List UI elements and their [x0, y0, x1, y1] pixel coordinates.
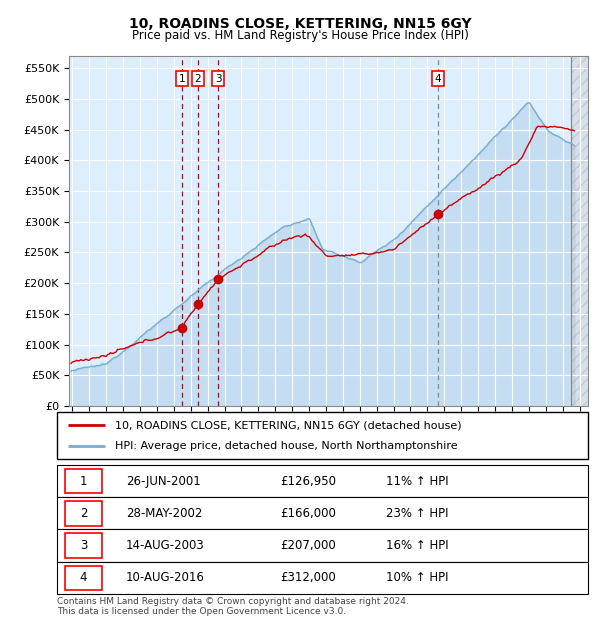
Text: 10, ROADINS CLOSE, KETTERING, NN15 6GY (detached house): 10, ROADINS CLOSE, KETTERING, NN15 6GY (… — [115, 420, 462, 430]
FancyBboxPatch shape — [65, 533, 102, 558]
Text: Contains HM Land Registry data © Crown copyright and database right 2024.
This d: Contains HM Land Registry data © Crown c… — [57, 597, 409, 616]
Text: 28-MAY-2002: 28-MAY-2002 — [126, 507, 202, 520]
Text: £126,950: £126,950 — [280, 475, 336, 487]
Text: 11% ↑ HPI: 11% ↑ HPI — [386, 475, 449, 487]
Text: 3: 3 — [80, 539, 87, 552]
Text: 23% ↑ HPI: 23% ↑ HPI — [386, 507, 449, 520]
Text: 2: 2 — [80, 507, 88, 520]
Text: £207,000: £207,000 — [280, 539, 336, 552]
Bar — [571, 56, 588, 406]
Text: 1: 1 — [179, 74, 185, 84]
Text: 10-AUG-2016: 10-AUG-2016 — [126, 572, 205, 584]
Text: 26-JUN-2001: 26-JUN-2001 — [126, 475, 201, 487]
Text: 14-AUG-2003: 14-AUG-2003 — [126, 539, 205, 552]
Text: £166,000: £166,000 — [280, 507, 336, 520]
FancyBboxPatch shape — [65, 565, 102, 590]
Text: 10, ROADINS CLOSE, KETTERING, NN15 6GY: 10, ROADINS CLOSE, KETTERING, NN15 6GY — [128, 17, 472, 32]
Text: 4: 4 — [80, 572, 88, 584]
Text: 10% ↑ HPI: 10% ↑ HPI — [386, 572, 449, 584]
FancyBboxPatch shape — [65, 501, 102, 526]
Text: Price paid vs. HM Land Registry's House Price Index (HPI): Price paid vs. HM Land Registry's House … — [131, 29, 469, 42]
Text: 2: 2 — [194, 74, 201, 84]
Text: 16% ↑ HPI: 16% ↑ HPI — [386, 539, 449, 552]
Text: 3: 3 — [215, 74, 221, 84]
Text: £312,000: £312,000 — [280, 572, 336, 584]
Text: 4: 4 — [434, 74, 441, 84]
Text: 1: 1 — [80, 475, 88, 487]
FancyBboxPatch shape — [65, 469, 102, 494]
Text: HPI: Average price, detached house, North Northamptonshire: HPI: Average price, detached house, Nort… — [115, 441, 458, 451]
